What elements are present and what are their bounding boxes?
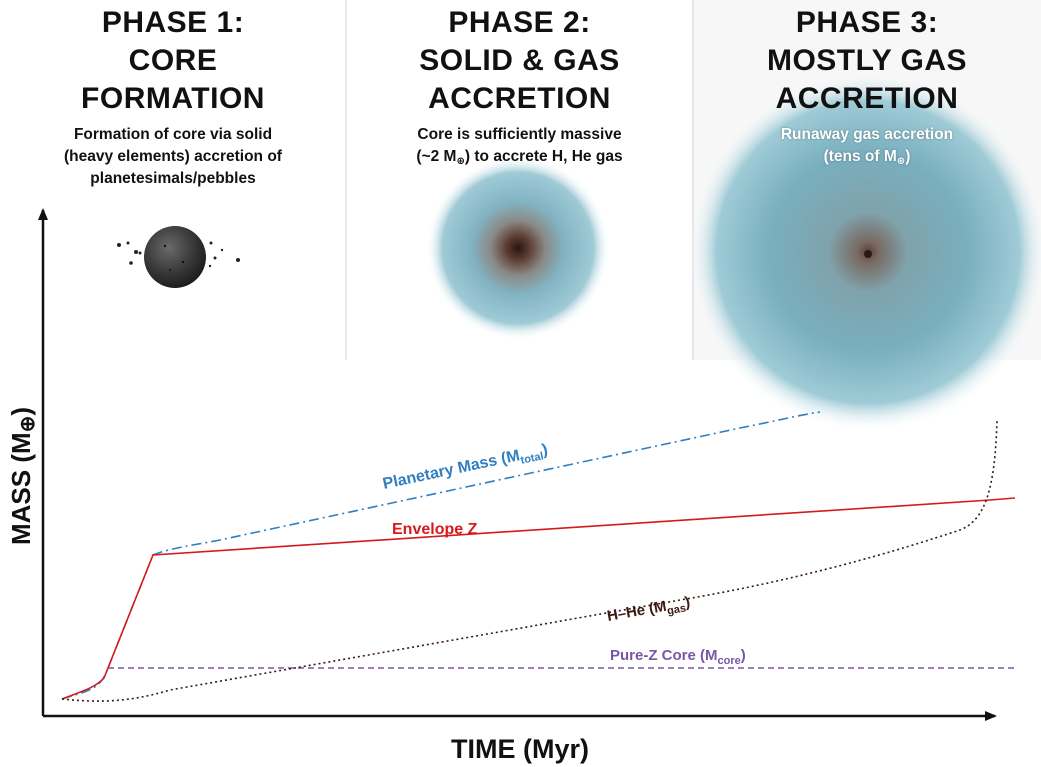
- y-axis-label: MASS (M⊕): [6, 407, 39, 545]
- core-dot-icon: [864, 250, 872, 258]
- phase3-description: Runaway gas accretion (tens of M⊕): [780, 126, 954, 167]
- envelope-z-curve: [61, 497, 1016, 700]
- gas-envelope-icon: [688, 72, 1041, 432]
- core-mass-label: Pure-Z Core (Mcore): [610, 647, 746, 667]
- phase2-title: PHASE 2: SOLID & GAS ACCRETION: [419, 6, 620, 115]
- phase1-panel: [0, 0, 346, 360]
- planetesimal-icon: [117, 241, 240, 268]
- phase3-title: PHASE 3: MOSTLY GAS ACCRETION: [766, 6, 968, 115]
- rocky-core-icon: [144, 226, 206, 288]
- x-axis-label: TIME (Myr): [451, 734, 589, 764]
- phase1-description: Formation of core via solid (heavy eleme…: [64, 126, 282, 187]
- gas-envelope-icon: [426, 156, 610, 340]
- phase2-description: Core is sufficiently massive (~2 M⊕) to …: [416, 126, 623, 167]
- phase1-title: PHASE 1: CORE FORMATION: [81, 6, 265, 115]
- envelope-z-label: Envelope Z: [392, 521, 478, 538]
- gas-mass-curve: [61, 419, 998, 702]
- gas-mass-label: H–He (Mgas): [606, 594, 692, 628]
